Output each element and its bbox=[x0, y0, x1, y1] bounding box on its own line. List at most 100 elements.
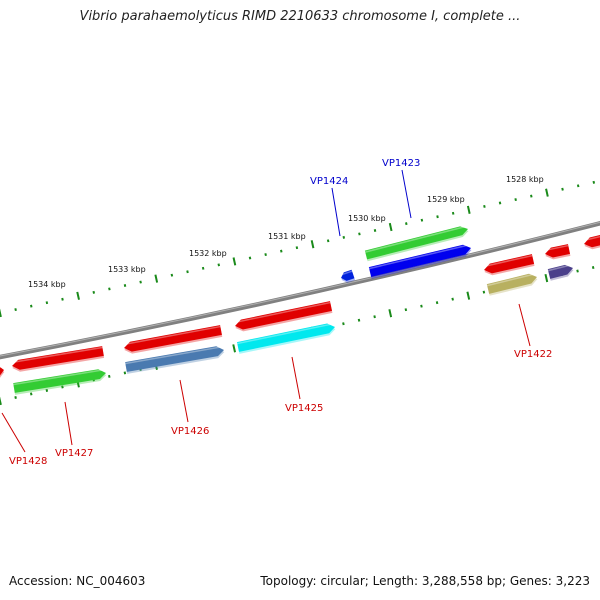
gene-label-vp1426[interactable]: VP1426 bbox=[171, 426, 209, 437]
scale-tick-minor bbox=[108, 287, 111, 291]
scale-tick-minor bbox=[108, 374, 111, 378]
scale-tick-minor bbox=[405, 222, 408, 226]
chromosome-backbone-highlight bbox=[0, 221, 600, 357]
gene-label-vp1424[interactable]: VP1424 bbox=[310, 176, 348, 187]
gene-feature-vp1422-gene[interactable] bbox=[483, 254, 535, 276]
scale-tick-minor bbox=[498, 201, 502, 205]
scale-tick-minor bbox=[61, 385, 64, 389]
scale-tick-minor bbox=[342, 235, 346, 239]
label-leader-line bbox=[291, 356, 301, 400]
gene-label-vp1427[interactable]: VP1427 bbox=[55, 448, 93, 459]
scale-tick-minor bbox=[201, 266, 205, 270]
scale-tick-minor bbox=[29, 392, 33, 396]
scale-tick-minor bbox=[92, 290, 96, 294]
gene-label-vp1425[interactable]: VP1425 bbox=[285, 403, 323, 414]
gene-label-vp1422[interactable]: VP1422 bbox=[514, 349, 552, 360]
gene-feature-vp1424[interactable] bbox=[339, 269, 356, 283]
scale-tick-major bbox=[544, 273, 549, 283]
tick-label: 1532 kbp bbox=[189, 249, 227, 258]
cds-feature-vp1423[interactable] bbox=[364, 225, 469, 262]
tick-label: 1528 kbp bbox=[506, 175, 544, 184]
map-title: Vibrio parahaemolyticus RIMD 2210633 chr… bbox=[79, 9, 521, 24]
scale-tick-minor bbox=[170, 273, 174, 277]
label-leader-line bbox=[331, 187, 341, 237]
tick-label: 1531 kbp bbox=[268, 232, 306, 241]
scale-tick-minor bbox=[483, 204, 486, 208]
scale-tick-minor bbox=[217, 263, 221, 267]
label-leader-line bbox=[64, 401, 73, 446]
scale-tick-minor bbox=[61, 297, 64, 301]
scale-tick-minor bbox=[264, 253, 267, 257]
scale-tick-minor bbox=[342, 322, 345, 326]
scale-tick-major bbox=[0, 396, 2, 406]
label-leader-line bbox=[179, 379, 189, 423]
scale-tick-minor bbox=[357, 318, 361, 322]
scale-tick-minor bbox=[29, 304, 33, 308]
cds-feature-vp1422[interactable] bbox=[486, 272, 538, 296]
gene-feature-vp1428[interactable] bbox=[0, 365, 5, 379]
scale-tick-minor bbox=[280, 249, 283, 253]
scale-tick-minor bbox=[592, 180, 596, 184]
scale-tick-minor bbox=[358, 232, 361, 236]
scale-ring-outer bbox=[0, 180, 596, 318]
scale-tick-minor bbox=[326, 239, 330, 243]
scale-tick-minor bbox=[482, 290, 486, 294]
scale-tick-major bbox=[232, 257, 237, 266]
scale-tick-major bbox=[154, 274, 159, 283]
scale-tick-minor bbox=[576, 269, 579, 273]
cds-feature-vp1427[interactable] bbox=[13, 368, 107, 395]
scale-tick-minor bbox=[139, 280, 142, 284]
topology-summary: Topology: circular; Length: 3,288,558 bp… bbox=[260, 574, 590, 588]
scale-tick-minor bbox=[591, 266, 595, 270]
scale-tick-minor bbox=[404, 308, 408, 312]
cds-feature-vp1426[interactable] bbox=[125, 345, 225, 374]
scale-tick-major bbox=[545, 188, 549, 197]
cds-feature-vp1425[interactable] bbox=[236, 322, 336, 354]
scale-tick-minor bbox=[420, 304, 423, 308]
scale-tick-minor bbox=[123, 284, 127, 287]
scale-tick-minor bbox=[561, 187, 564, 191]
scale-tick-minor bbox=[530, 194, 533, 198]
scale-tick-minor bbox=[420, 218, 424, 222]
scale-tick-major bbox=[466, 291, 471, 300]
accession-text: Accession: NC_004603 bbox=[9, 574, 146, 588]
scale-tick-major bbox=[0, 308, 2, 318]
label-leader-line bbox=[1, 412, 26, 453]
scale-tick-minor bbox=[295, 246, 299, 250]
gene-features bbox=[0, 225, 600, 395]
gene-feature-vp1427-gene[interactable] bbox=[11, 346, 105, 372]
tick-label: 1529 kbp bbox=[427, 195, 465, 204]
gene-feature-vp1426-gene[interactable] bbox=[123, 325, 223, 354]
tick-label: 1534 kbp bbox=[28, 280, 66, 289]
scale-tick-minor bbox=[576, 184, 580, 188]
scale-tick-major bbox=[76, 291, 80, 300]
tick-label: 1533 kbp bbox=[108, 265, 146, 274]
scale-tick-minor bbox=[514, 198, 517, 202]
scale-tick-major bbox=[232, 344, 236, 353]
scale-tick-minor bbox=[123, 371, 127, 375]
cds-feature-small-1[interactable] bbox=[547, 263, 574, 281]
scale-tick-minor bbox=[248, 256, 252, 260]
scale-tick-minor bbox=[186, 270, 189, 274]
label-leader-line bbox=[518, 303, 531, 347]
scale-tick-minor bbox=[373, 229, 377, 232]
label-leader-line bbox=[401, 169, 412, 219]
scale-tick-minor bbox=[436, 215, 439, 219]
scale-tick-major bbox=[388, 222, 393, 232]
scale-tick-minor bbox=[451, 211, 455, 215]
scale-tick-minor bbox=[45, 301, 49, 305]
tick-label: 1530 kbp bbox=[348, 214, 386, 223]
gene-label-vp1423[interactable]: VP1423 bbox=[382, 158, 420, 169]
scale-tick-major bbox=[388, 309, 393, 318]
gene-feature-vp1425-gene[interactable] bbox=[234, 301, 333, 332]
scale-tick-minor bbox=[451, 297, 454, 301]
gene-feature-small-1[interactable] bbox=[544, 244, 571, 260]
scale-tick-major bbox=[310, 240, 315, 249]
scale-tick-minor bbox=[45, 388, 49, 392]
scale-tick-minor bbox=[14, 308, 17, 312]
gene-feature-vp1423[interactable] bbox=[368, 243, 472, 279]
gene-feature-small-2[interactable] bbox=[583, 234, 600, 250]
scale-tick-minor bbox=[435, 301, 439, 305]
gene-label-vp1428[interactable]: VP1428 bbox=[9, 456, 47, 467]
